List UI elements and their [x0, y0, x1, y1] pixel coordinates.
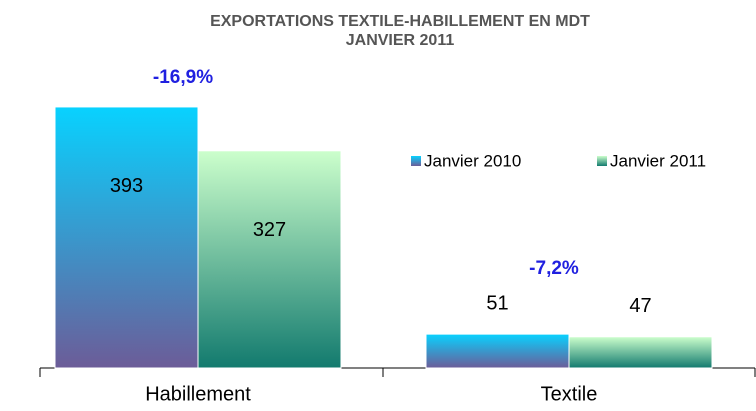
bar: [54, 106, 199, 369]
legend-label: Janvier 2010: [424, 151, 521, 170]
data-label: 51: [486, 292, 508, 314]
legend-label: Janvier 2011: [610, 151, 706, 170]
data-label: 393: [110, 175, 143, 197]
chart-title: JANVIER 2011: [346, 32, 455, 49]
annotation: -7,2%: [529, 258, 579, 279]
chart-title: EXPORTATIONS TEXTILE-HABILLEMENT EN MDT: [210, 13, 590, 30]
x-tick-label: Textile: [541, 383, 598, 405]
legend-swatch: [597, 156, 607, 166]
x-tick-label: Habillement: [145, 383, 251, 405]
bar: [425, 333, 570, 369]
legend-swatch: [411, 156, 421, 166]
annotation: -16,9%: [153, 67, 213, 88]
bar: [197, 150, 342, 369]
bar: [568, 336, 713, 369]
data-label: 327: [253, 219, 286, 241]
data-label: 47: [629, 295, 651, 317]
